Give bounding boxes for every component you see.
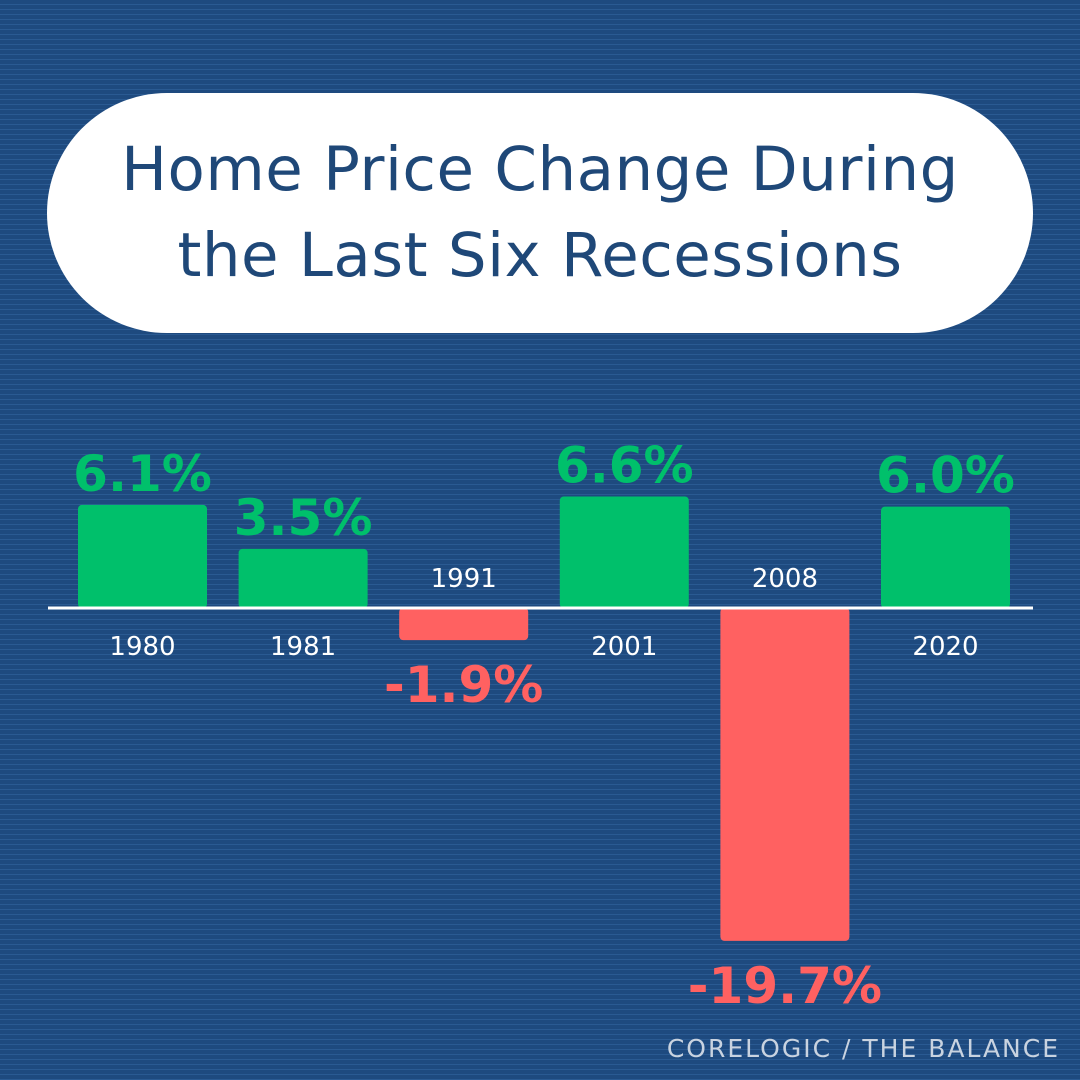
category-label-2020: 2020 bbox=[912, 632, 978, 662]
bar-1980 bbox=[78, 504, 207, 608]
category-label-2008: 2008 bbox=[752, 564, 818, 594]
category-label-2001: 2001 bbox=[591, 632, 657, 662]
bar-2001 bbox=[559, 496, 689, 608]
value-label-2001: 6.6% bbox=[555, 436, 694, 494]
value-label-2008: -19.7% bbox=[688, 957, 882, 1015]
chart-title-line-2: the Last Six Recessions bbox=[177, 220, 903, 291]
category-label-1980: 1980 bbox=[109, 632, 175, 662]
title-banner: Home Price Change During the Last Six Re… bbox=[47, 93, 1033, 333]
chart-title-line-1: Home Price Change During bbox=[121, 134, 959, 205]
bar-2008 bbox=[720, 608, 850, 941]
value-label-1991: -1.9% bbox=[384, 656, 543, 714]
bar-1991 bbox=[399, 608, 529, 641]
value-label-1980: 6.1% bbox=[73, 445, 212, 503]
value-label-2020: 6.0% bbox=[876, 447, 1015, 505]
category-label-1991: 1991 bbox=[431, 564, 497, 594]
source-credit: CORELOGIC / THE BALANCE bbox=[666, 1034, 1060, 1063]
bar-2020 bbox=[881, 506, 1010, 608]
value-label-1981: 3.5% bbox=[234, 489, 373, 547]
bar-1981 bbox=[238, 548, 368, 608]
category-label-1981: 1981 bbox=[270, 632, 336, 662]
